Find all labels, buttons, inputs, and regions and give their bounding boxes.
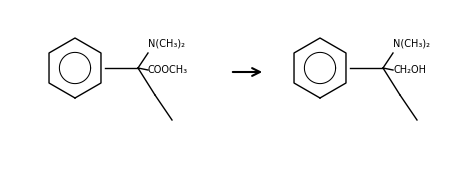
Text: CH₂OH: CH₂OH	[393, 65, 426, 75]
Text: N(CH₃)₂: N(CH₃)₂	[148, 38, 185, 48]
Text: COOCH₃: COOCH₃	[148, 65, 188, 75]
Text: N(CH₃)₂: N(CH₃)₂	[393, 38, 430, 48]
